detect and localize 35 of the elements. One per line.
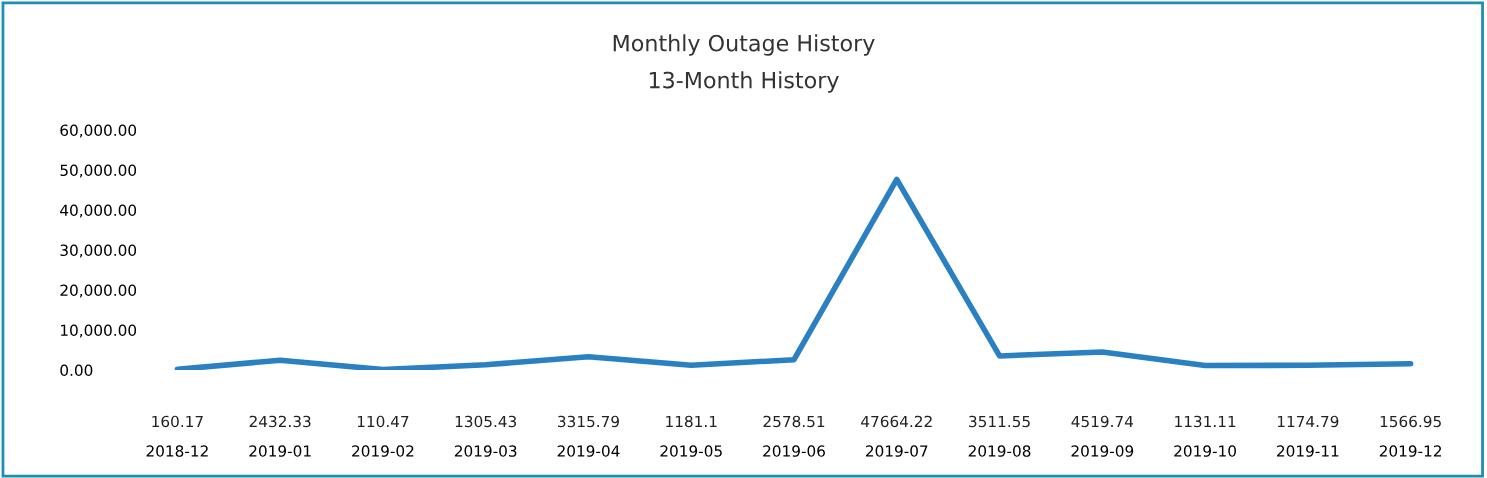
x-tick-label: 2019-11 [1277,445,1339,457]
x-tick-label: 2019-04 [557,445,620,457]
data-label: 4519.74 [1071,415,1134,428]
x-tick-label: 2019-07 [865,445,928,457]
data-label: 1131.11 [1175,415,1236,428]
x-tick-label: 2019-01 [249,445,311,457]
chart-subtitle: 13-Month History [649,71,839,93]
x-tick-label: 2019-10 [1174,445,1236,457]
data-label: 47664.22 [861,415,932,428]
data-label: 1181.1 [666,415,717,428]
data-label: 1566.95 [1380,415,1441,428]
data-label: 3315.79 [558,415,619,428]
y-tick-label: 10,000.00 [61,324,137,338]
data-label: 2432.33 [249,415,311,428]
y-tick-label: 40,000.00 [60,204,137,218]
data-label: 2578.51 [763,415,825,428]
y-tick-label: 20,000.00 [60,284,137,298]
x-tick-label: 2019-12 [1379,445,1441,457]
x-tick-label: 2019-08 [968,445,1031,457]
x-tick-label: 2019-05 [660,445,722,457]
y-tick-label: 50,000.00 [60,164,137,178]
y-tick-label: 60,000.00 [60,124,137,138]
y-tick-label: 30,000.00 [60,244,137,258]
x-tick-label: 2019-06 [763,445,825,457]
data-label: 1305.43 [455,415,517,428]
data-label: 1174.79 [1277,415,1339,428]
data-label: 3511.55 [969,415,1030,428]
data-label: 110.47 [357,415,409,428]
x-tick-label: 2018-12 [146,445,208,457]
x-tick-label: 2019-09 [1071,445,1134,457]
data-label: 160.17 [152,415,203,428]
x-tick-label: 2019-02 [352,445,414,457]
x-tick-label: 2019-03 [454,445,517,457]
y-tick-label: 0.00 [60,364,93,377]
chart-title: Monthly Outage History [613,34,875,56]
